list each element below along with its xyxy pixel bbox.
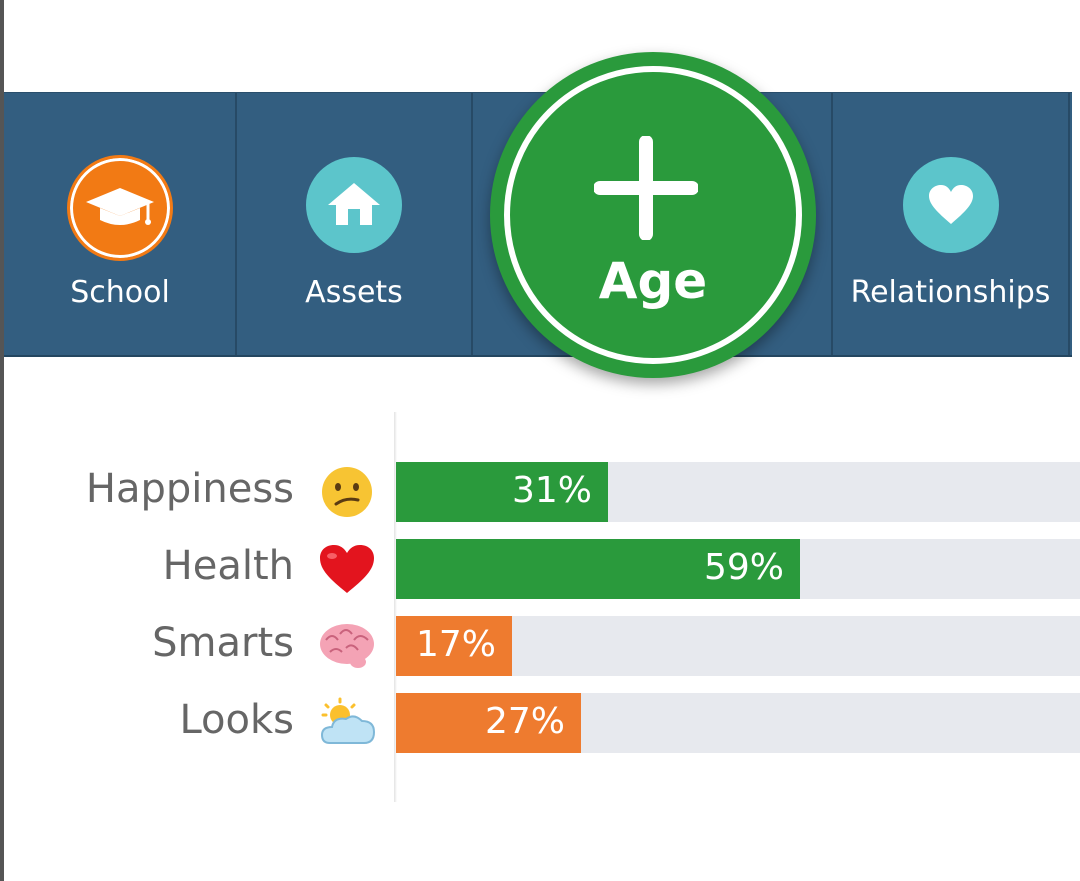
nav-label-school: School bbox=[70, 275, 170, 310]
stats-divider bbox=[394, 412, 397, 802]
stat-value: 31% bbox=[511, 470, 592, 511]
stat-label: Health bbox=[162, 543, 294, 589]
stat-row-smarts: Smarts 17% bbox=[0, 616, 1080, 676]
plus-icon bbox=[594, 136, 698, 240]
sun-behind-cloud-icon bbox=[320, 697, 376, 744]
red-heart-icon bbox=[320, 545, 374, 593]
stat-bar-fill: 17% bbox=[396, 616, 512, 676]
stat-bar-track: 17% bbox=[396, 616, 1080, 676]
nav-item-relationships[interactable]: Relationships bbox=[833, 93, 1068, 355]
graduation-cap-icon bbox=[67, 155, 173, 261]
heart-icon bbox=[902, 157, 999, 253]
house-icon bbox=[306, 157, 402, 253]
nav-divider bbox=[831, 93, 833, 355]
stat-bar-fill: 31% bbox=[396, 462, 608, 522]
stat-value: 59% bbox=[703, 547, 784, 588]
nav-item-school[interactable]: School bbox=[4, 93, 236, 355]
nav-item-assets[interactable]: Assets bbox=[237, 93, 471, 355]
nav-divider bbox=[471, 93, 473, 355]
stat-row-happiness: Happiness 31% bbox=[0, 462, 1080, 522]
nav-label-relationships: Relationships bbox=[850, 275, 1051, 310]
stat-row-health: Health 59% bbox=[0, 539, 1080, 599]
stat-label: Happiness bbox=[85, 466, 294, 512]
stat-bar-track: 31% bbox=[396, 462, 1080, 522]
nav-divider bbox=[1068, 93, 1070, 355]
stat-row-looks: Looks 27% bbox=[0, 693, 1080, 753]
left-edge bbox=[0, 0, 4, 881]
stat-bar-fill: 59% bbox=[396, 539, 800, 599]
age-button[interactable]: Age bbox=[490, 52, 816, 378]
confused-face-icon bbox=[322, 467, 372, 517]
age-button-ring bbox=[504, 66, 802, 364]
age-button-label: Age bbox=[598, 252, 708, 310]
stat-label: Looks bbox=[179, 697, 294, 743]
stat-label: Smarts bbox=[152, 620, 294, 666]
brain-icon bbox=[320, 624, 374, 668]
nav-divider bbox=[235, 93, 237, 355]
stat-bar-fill: 27% bbox=[396, 693, 581, 753]
stat-bar-track: 27% bbox=[396, 693, 1080, 753]
nav-label-assets: Assets bbox=[305, 275, 403, 310]
stat-bar-track: 59% bbox=[396, 539, 1080, 599]
stat-value: 17% bbox=[415, 624, 496, 665]
stat-value: 27% bbox=[484, 701, 565, 742]
